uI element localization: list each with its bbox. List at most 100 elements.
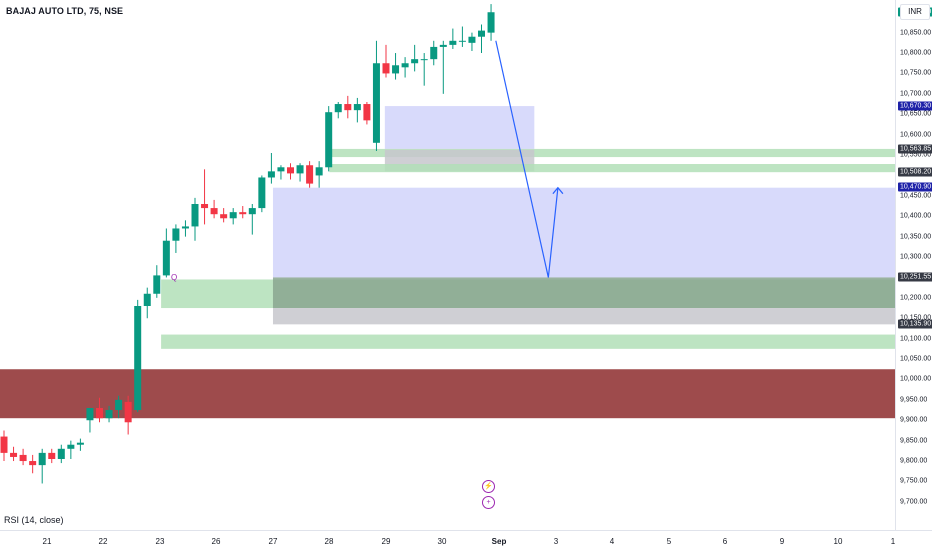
candle-body	[449, 40, 457, 45]
candle-body	[153, 275, 161, 294]
candle-body	[478, 30, 485, 37]
price-badge: 10,508.20	[898, 167, 932, 177]
price-tick-label: 9,700.00	[900, 498, 928, 506]
candle-body	[67, 444, 75, 449]
price-zone	[384, 106, 535, 149]
time-tick-label: 1	[890, 537, 896, 546]
time-tick-label: 10	[833, 537, 843, 546]
price-badge: 10,563.85	[898, 144, 932, 154]
candle-body	[248, 208, 256, 215]
candle-body	[210, 208, 218, 215]
candle-body	[382, 63, 390, 74]
time-tick-label: 28	[324, 537, 334, 546]
price-scale[interactable]: 10,850.00 10,800.00 10,750.00 10,700.00 10,6…	[895, 0, 932, 530]
candle-body	[411, 59, 419, 64]
price-badge: 10,251.55	[898, 272, 932, 282]
candle-body	[430, 46, 438, 60]
candle-body	[38, 452, 46, 466]
price-badge: 10,670.30	[898, 101, 932, 111]
candle-body	[96, 408, 103, 419]
candle-body	[57, 448, 65, 459]
time-tick-label: 30	[437, 537, 447, 546]
candle-body	[0, 436, 8, 453]
time-tick-label: 6	[722, 537, 728, 546]
time-tick-label: 5	[666, 537, 672, 546]
price-tick-label: 9,950.00	[900, 396, 928, 404]
candle-body	[325, 112, 333, 168]
price-zone	[272, 187, 895, 278]
price-tick-label: 10,800.00	[900, 49, 932, 57]
time-tick-label: 27	[268, 537, 278, 546]
time-tick-label: 23	[155, 537, 165, 546]
candle-body	[239, 212, 247, 215]
rsi-indicator-label[interactable]: RSI (14, close)	[4, 515, 64, 525]
lightning-icon[interactable]: ⚡	[482, 480, 495, 493]
price-tick-label: 9,850.00	[900, 437, 928, 445]
price-tick-label: 10,700.00	[900, 90, 932, 98]
candle-body	[181, 226, 189, 229]
candle-body	[172, 228, 180, 241]
time-tick-label: 3	[553, 537, 559, 546]
price-tick-label: 10,600.00	[900, 131, 932, 139]
candle-body	[468, 36, 476, 43]
candle-body	[19, 454, 27, 462]
candle-body	[420, 59, 428, 61]
q-marker: Q	[171, 273, 178, 282]
price-tick-label: 10,150.00	[900, 314, 932, 322]
price-tick-label: 10,450.00	[900, 192, 932, 200]
candlestick-chart	[0, 4, 895, 484]
candle-body	[201, 204, 209, 209]
price-tick-label: 10,650.00	[900, 110, 932, 118]
price-tick-label: 10,850.00	[900, 29, 932, 37]
time-tick-label: 26	[211, 537, 221, 546]
candle-body	[48, 452, 56, 459]
candle-body	[287, 167, 294, 174]
candle-body	[277, 167, 285, 172]
price-tick-label: 10,050.00	[900, 355, 932, 363]
candle-body	[296, 165, 304, 174]
price-zone	[329, 148, 895, 158]
price-tick-label: 10,100.00	[900, 335, 932, 343]
time-tick-label: Sep	[491, 537, 507, 546]
time-tick-label: 29	[381, 537, 391, 546]
candle-body	[124, 401, 132, 423]
projection-arrowhead	[552, 186, 564, 195]
price-tick-label: 10,350.00	[900, 233, 932, 241]
candle-body	[439, 44, 447, 47]
price-badge: 10,135.90	[898, 319, 932, 329]
candle-body	[258, 177, 266, 209]
candle-body	[344, 104, 352, 111]
symbol-title[interactable]: BAJAJ AUTO LTD, 75, NSE	[6, 6, 124, 16]
price-zone	[161, 334, 895, 349]
price-tick-label: 9,750.00	[900, 477, 928, 485]
candle-body	[143, 293, 151, 306]
candle-body	[76, 442, 84, 445]
candle-body	[162, 240, 170, 276]
price-zone	[272, 308, 895, 325]
time-tick-label: 4	[609, 537, 615, 546]
price-tick-label: 10,750.00	[900, 69, 932, 77]
price-badge: 10,470.90	[898, 182, 932, 192]
price-zone	[329, 164, 895, 173]
time-axis[interactable]: 21 22 23 26 27 28 29 30 Sep 3 4 5 6 9 10 1	[0, 530, 932, 551]
candle-body	[220, 214, 228, 219]
candle-body	[401, 63, 409, 68]
price-zone	[272, 277, 895, 309]
candle-body	[191, 204, 199, 227]
time-tick-label: 9	[779, 537, 785, 546]
candle-body	[334, 104, 342, 113]
plus-icon[interactable]: +	[482, 496, 495, 509]
candle-body	[306, 165, 314, 184]
candle-body	[363, 104, 371, 121]
currency-label[interactable]: INR	[900, 4, 930, 20]
price-tick-label: 9,800.00	[900, 457, 928, 465]
time-tick-label: 22	[98, 537, 108, 546]
candle-body	[267, 171, 275, 178]
candle-body	[315, 167, 323, 176]
candle-body	[487, 12, 495, 33]
price-tick-label: 10,300.00	[900, 253, 932, 261]
chart-plot-area[interactable]: BAJAJ AUTO LTD, 75, NSE Q ⚡ +	[0, 0, 895, 510]
candle-body	[86, 408, 94, 421]
price-tick-label: 10,000.00	[900, 375, 932, 383]
